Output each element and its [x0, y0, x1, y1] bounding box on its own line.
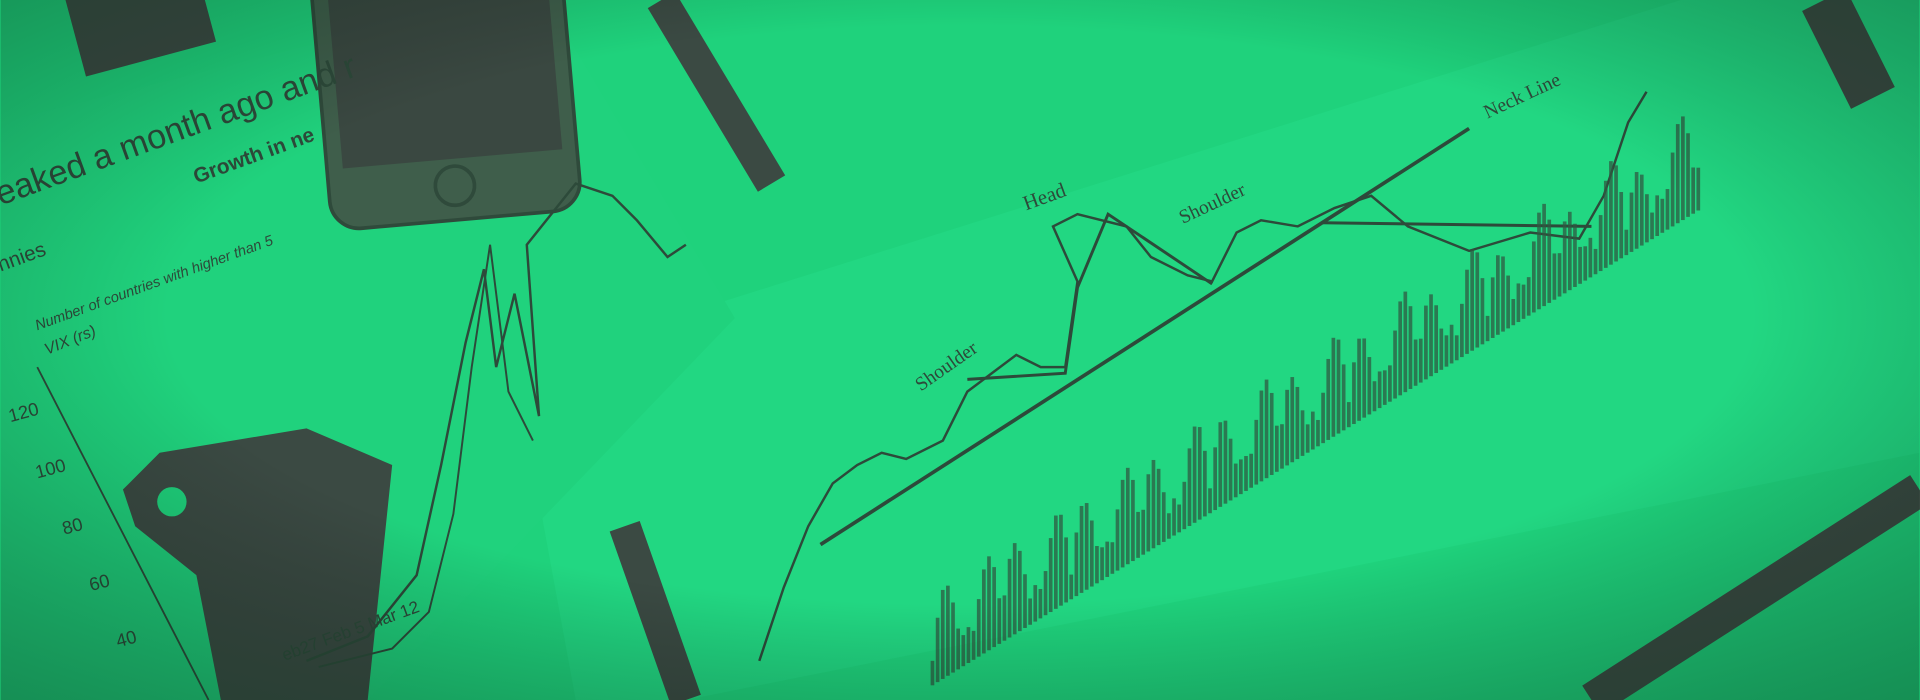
- page: eaked a month ago and r Growth in ne nni…: [0, 0, 1920, 700]
- photo: eaked a month ago and r Growth in ne nni…: [0, 0, 1920, 700]
- vignette: [0, 0, 1920, 700]
